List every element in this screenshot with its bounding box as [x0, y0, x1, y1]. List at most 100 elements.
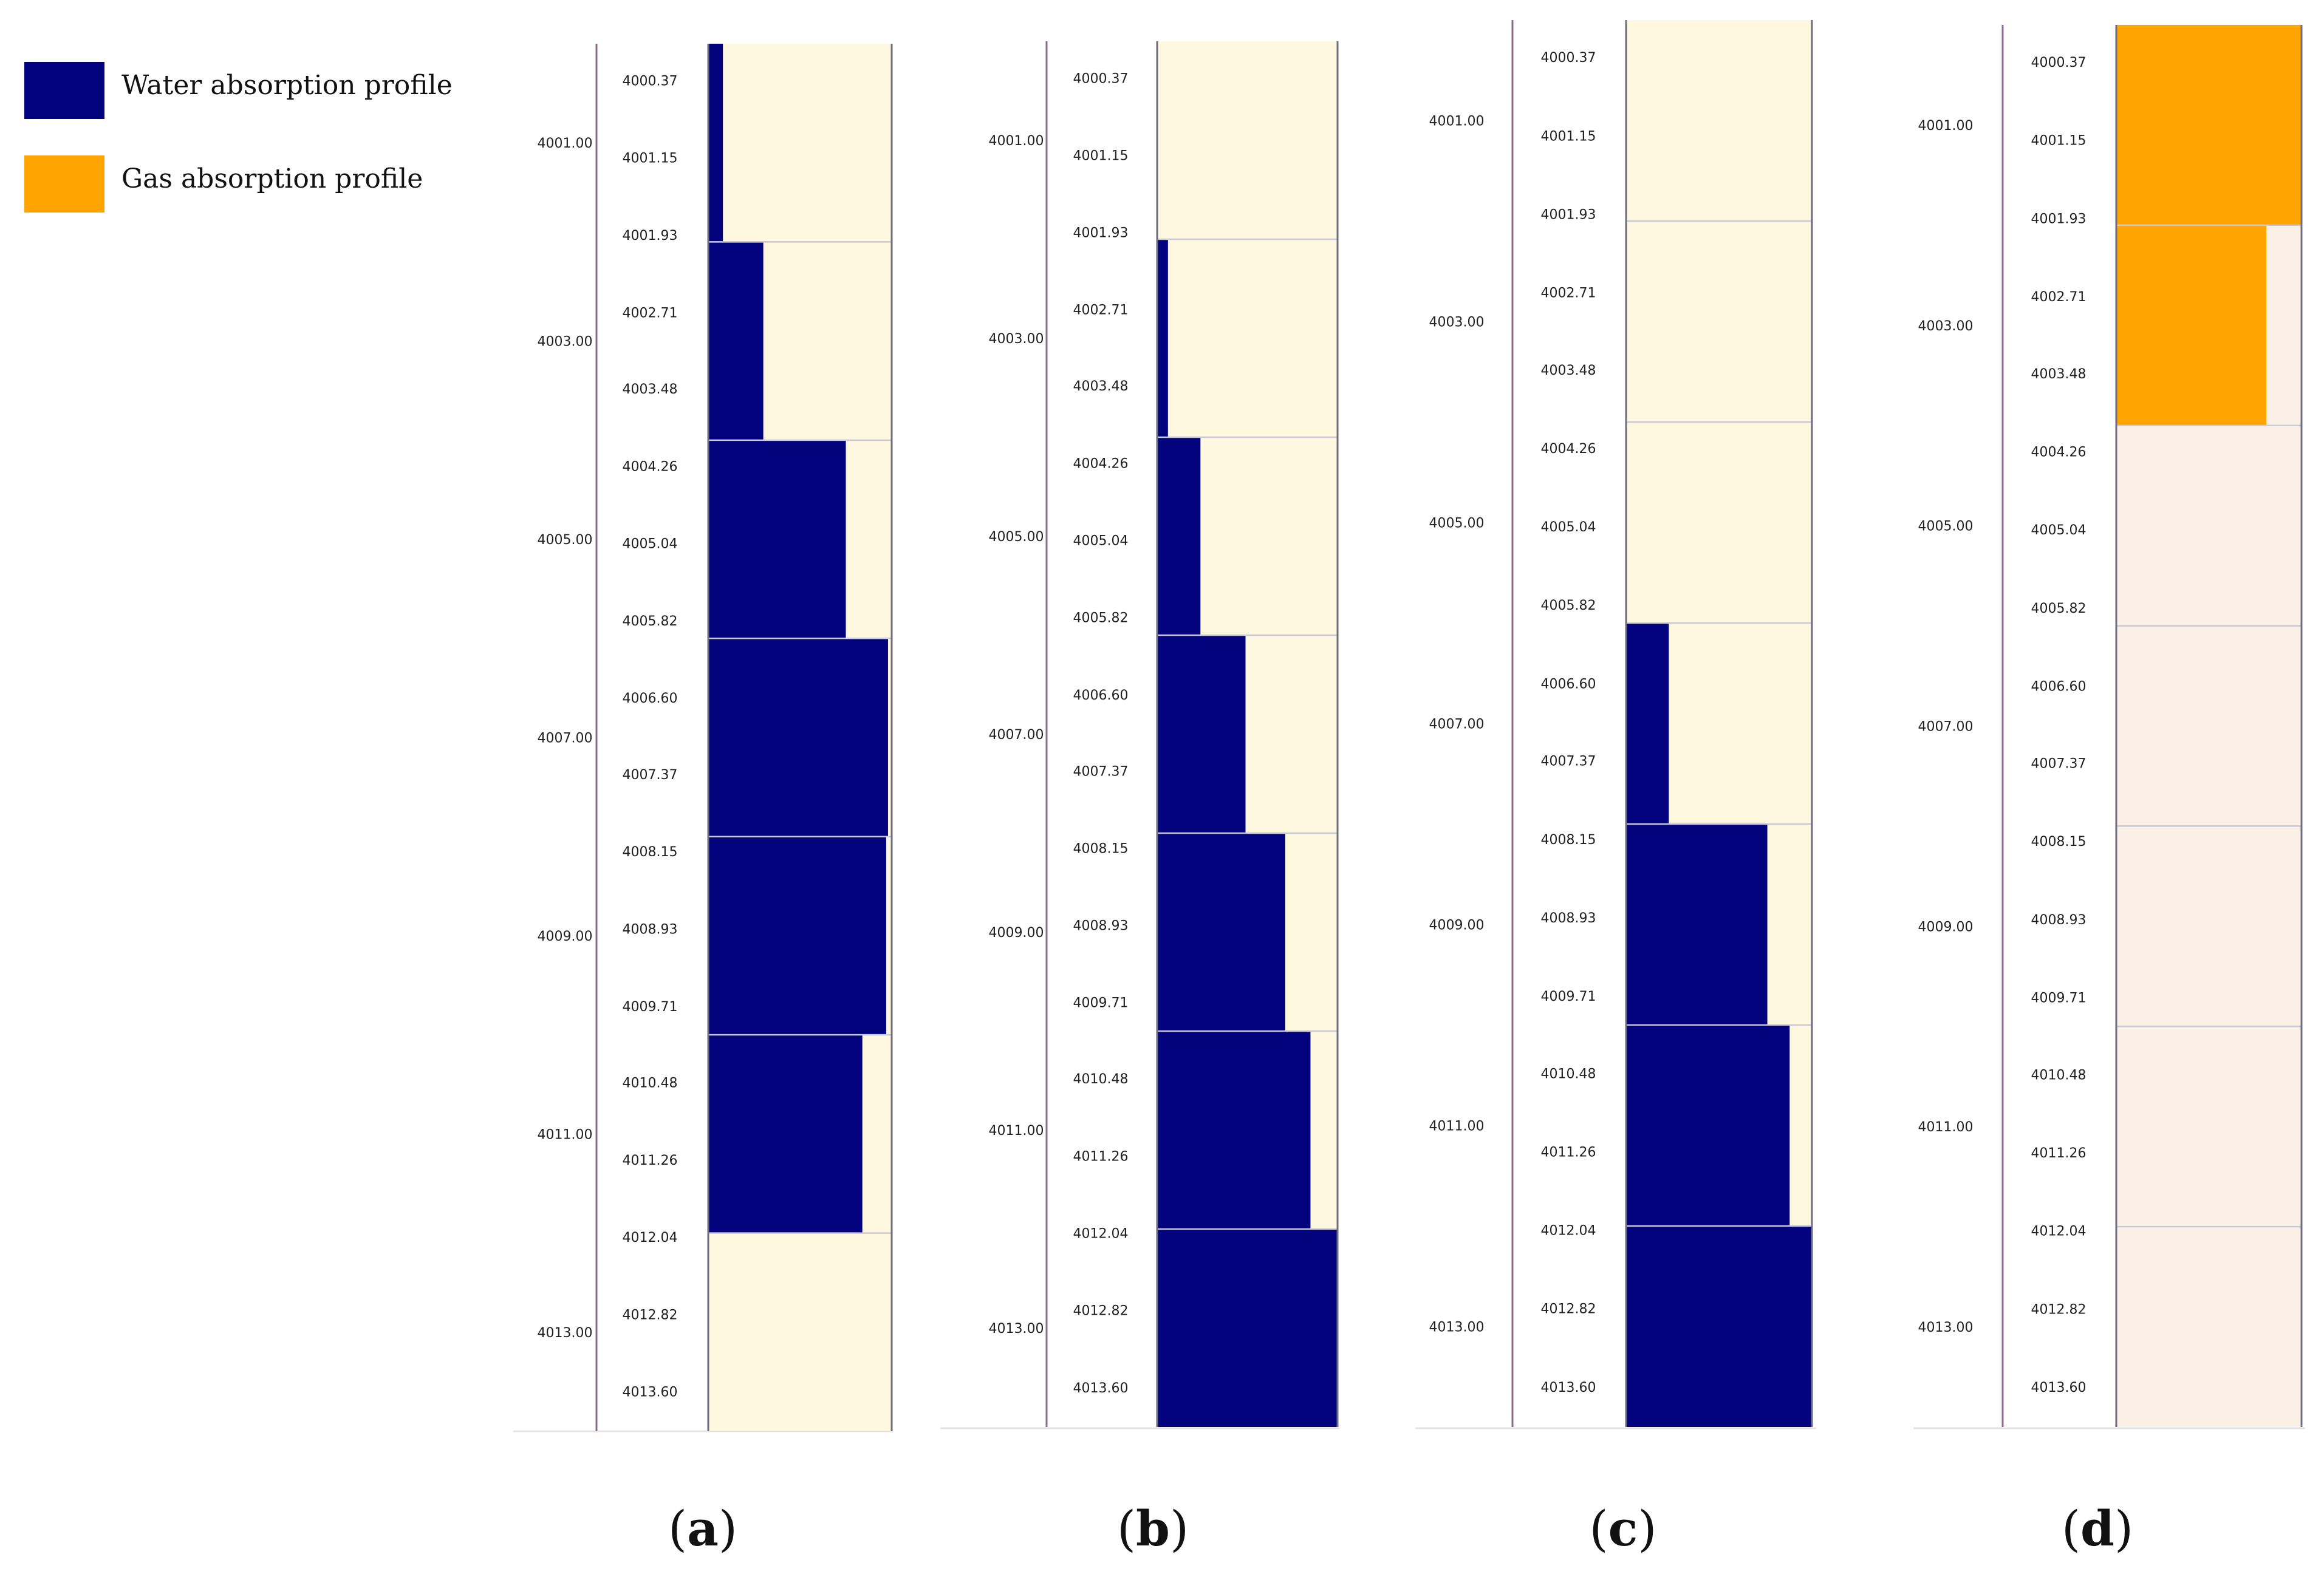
panel-caption-c: (c) — [1589, 1500, 1657, 1557]
scale-label: 4009.71 — [1541, 989, 1596, 1004]
scale-label: 4013.60 — [623, 1385, 678, 1400]
profile-segment-4 — [1626, 623, 1669, 824]
scale-label: 4007.37 — [1073, 764, 1129, 779]
depth-label: 4013.00 — [538, 1326, 593, 1341]
water-legend-swatch — [24, 62, 104, 119]
depth-label: 4003.00 — [1918, 319, 1974, 334]
scale-label: 4010.48 — [1073, 1072, 1129, 1087]
profile-segment-3 — [1157, 437, 1201, 635]
depth-label: 4009.00 — [538, 929, 593, 944]
scale-label: 4008.93 — [623, 922, 678, 938]
scale-label: 4008.15 — [1073, 841, 1129, 856]
scale-label: 4011.26 — [2031, 1146, 2086, 1161]
scale-label: 4000.37 — [623, 73, 678, 89]
depth-label: 4009.00 — [1918, 919, 1974, 935]
scale-label: 4012.04 — [623, 1230, 678, 1245]
profile-segment-3 — [708, 440, 846, 639]
depth-label: 4013.00 — [1429, 1320, 1485, 1335]
panel-caption-a: (a) — [668, 1500, 738, 1557]
scale-label: 4012.82 — [2031, 1302, 2086, 1317]
scale-label: 4005.82 — [623, 614, 678, 629]
depth-label: 4001.00 — [989, 134, 1044, 149]
panel-a: 4001.00 4003.00 4005.00 4007.00 4009.00 4011.… — [513, 44, 893, 1432]
scale-label: 4002.71 — [1073, 303, 1129, 318]
scale-label: 4008.15 — [623, 845, 678, 860]
scale-label: 4005.82 — [1541, 598, 1596, 613]
depth-label: 4007.00 — [989, 727, 1044, 743]
scale-label: 4004.26 — [1541, 441, 1596, 457]
scale-label: 4001.93 — [2031, 211, 2086, 227]
scale-label: 4005.04 — [2031, 523, 2086, 538]
scale-label: 4004.26 — [2031, 445, 2086, 460]
scale-label: 4000.37 — [2031, 55, 2086, 70]
scale-label: 4012.82 — [1073, 1304, 1129, 1319]
depth-label: 4007.00 — [1918, 720, 1974, 735]
scale-label: 4009.71 — [1073, 996, 1129, 1011]
scale-label: 4002.71 — [2031, 290, 2086, 305]
depth-label: 4001.00 — [1429, 114, 1485, 129]
scale-label: 4008.15 — [2031, 834, 2086, 850]
profile-segment-4 — [1157, 635, 1246, 833]
depth-label: 4003.00 — [989, 332, 1044, 347]
depth-label: 4009.00 — [989, 925, 1044, 941]
depth-label: 4003.00 — [538, 335, 593, 350]
scale-label: 4013.60 — [1541, 1380, 1596, 1395]
scale-label: 4000.37 — [1541, 50, 1596, 66]
scale-label: 4004.26 — [623, 459, 678, 474]
depth-label: 4001.00 — [1918, 118, 1974, 134]
water-legend-label: Water absorption profile — [121, 70, 453, 101]
scale-label: 4001.93 — [1073, 226, 1129, 241]
panel-caption-b-letter: b — [1136, 1500, 1170, 1557]
scale-label: 4001.15 — [2031, 134, 2086, 149]
scale-label: 4011.26 — [1541, 1145, 1596, 1160]
panel-caption-c-letter: c — [1608, 1500, 1638, 1557]
scale-label: 4007.37 — [2031, 757, 2086, 772]
scale-label: 4006.60 — [2031, 680, 2086, 695]
scale-label: 4001.93 — [1541, 207, 1596, 222]
profile-segment-6 — [1626, 1025, 1790, 1226]
profile-segment-5 — [1626, 824, 1768, 1025]
profile-segment-5 — [708, 836, 886, 1035]
profile-segment-1 — [708, 44, 723, 242]
scale-label: 4003.48 — [2031, 367, 2086, 382]
gas-legend-swatch — [24, 155, 104, 213]
depth-label: 4013.00 — [1918, 1320, 1974, 1335]
depth-label: 4005.00 — [989, 530, 1044, 545]
profile-segment-7 — [1626, 1226, 1812, 1427]
depth-label: 4003.00 — [1429, 315, 1485, 330]
profile-segment-6 — [1157, 1031, 1311, 1229]
scale-label: 4001.15 — [1073, 148, 1129, 163]
scale-label: 4004.26 — [1073, 456, 1129, 471]
scale-label: 4005.04 — [1073, 534, 1129, 549]
depth-label: 4007.00 — [1429, 717, 1485, 732]
scale-label: 4008.15 — [1541, 833, 1596, 848]
profile-segment-6 — [708, 1035, 863, 1233]
depth-label: 4007.00 — [538, 731, 593, 746]
scale-label: 4001.15 — [623, 151, 678, 166]
depth-label: 4005.00 — [538, 533, 593, 548]
panel-d: 4001.00 4003.00 4005.00 4007.00 4009.00 4011.… — [1913, 25, 2305, 1429]
depth-label: 4011.00 — [538, 1127, 593, 1142]
scale-label: 4006.60 — [1541, 676, 1596, 692]
scale-label: 4013.60 — [2031, 1380, 2086, 1395]
panel-caption-b: (b) — [1116, 1500, 1189, 1557]
profile-segment-4 — [708, 638, 888, 837]
scale-label: 4005.04 — [1541, 520, 1596, 535]
depth-label: 4001.00 — [538, 136, 593, 151]
scale-label: 4001.93 — [623, 228, 678, 244]
scale-label: 4011.26 — [1073, 1149, 1129, 1164]
panel-caption-d-letter: d — [2080, 1500, 2114, 1557]
scale-label: 4002.71 — [623, 305, 678, 321]
scale-label: 4005.82 — [1073, 611, 1129, 626]
profile-segment-5 — [1157, 833, 1285, 1031]
panel-c: 4001.00 4003.00 4005.00 4007.00 4009.00 4011.… — [1415, 20, 1816, 1429]
scale-label: 4012.82 — [1541, 1302, 1596, 1317]
scale-label: 4008.93 — [1073, 919, 1129, 934]
scale-label: 4012.04 — [2031, 1224, 2086, 1239]
scale-label: 4001.15 — [1541, 129, 1596, 144]
scale-label: 4006.60 — [1073, 688, 1129, 703]
depth-label: 4005.00 — [1429, 516, 1485, 531]
scale-label: 4010.48 — [1541, 1066, 1596, 1081]
scale-label: 4009.71 — [623, 1000, 678, 1015]
